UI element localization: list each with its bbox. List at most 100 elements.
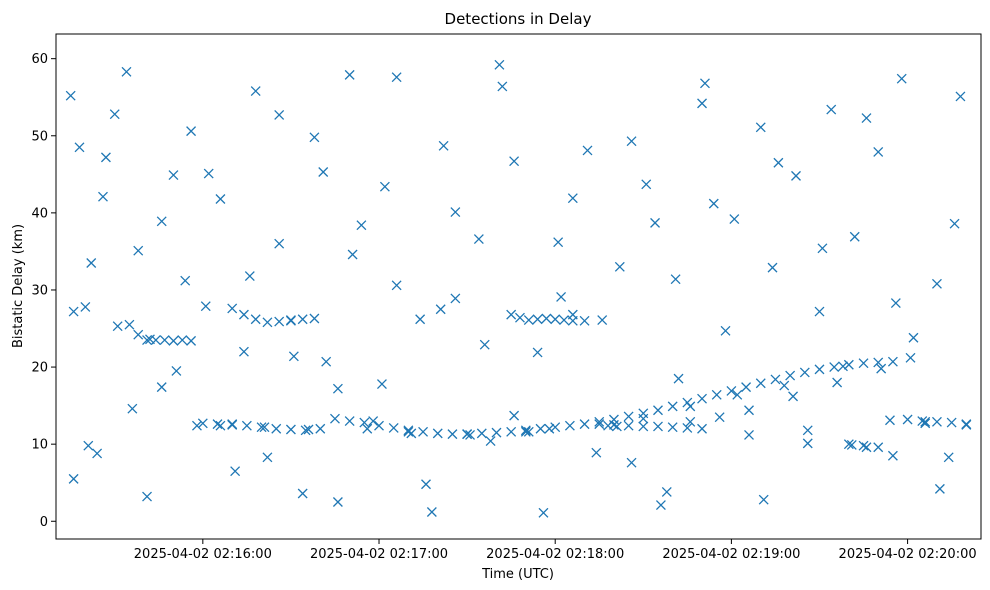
- scatter-point: [708, 198, 719, 209]
- scatter-point: [559, 315, 569, 325]
- scatter-point: [791, 170, 801, 181]
- scatter-point: [309, 313, 320, 324]
- x-tick-label: 2025-04-02 02:20:00: [839, 547, 977, 562]
- scatter-point: [238, 309, 249, 320]
- scatter-point: [532, 314, 543, 325]
- scatter-point: [479, 339, 490, 350]
- scatter-point: [817, 243, 828, 254]
- scatter-point: [843, 439, 854, 450]
- scatter-point: [432, 428, 443, 439]
- scatter-point: [168, 170, 179, 181]
- scatter-point: [112, 321, 123, 332]
- scatter-point: [670, 274, 681, 285]
- scatter-point: [920, 416, 931, 427]
- scatter-point: [168, 335, 179, 346]
- y-tick-label: 60: [31, 52, 48, 67]
- scatter-point: [238, 346, 249, 357]
- scatter-point: [755, 378, 766, 389]
- scatter-point: [744, 405, 754, 416]
- scatter-point: [523, 426, 534, 437]
- scatter-point: [68, 306, 79, 317]
- scatter-point: [259, 422, 270, 433]
- scatter-point: [133, 329, 144, 340]
- scatter-point: [332, 383, 343, 394]
- scatter-point: [711, 389, 722, 400]
- plot-frame: [55, 33, 982, 540]
- scatter-point: [156, 382, 167, 393]
- scatter-point: [858, 358, 869, 369]
- scatter-point: [347, 249, 358, 260]
- scatter-point: [697, 98, 707, 109]
- scatter-point: [520, 425, 531, 436]
- scatter-point: [180, 275, 191, 286]
- scatter-point: [732, 389, 743, 400]
- scatter-point: [415, 314, 426, 325]
- scatter-point: [142, 491, 152, 502]
- scatter-point: [611, 421, 622, 432]
- x-axis: 2025-04-02 02:16:00 2025-04-02 02:17:00 20…: [134, 539, 977, 562]
- scatter-point: [462, 429, 473, 440]
- scatter-point: [623, 411, 634, 422]
- scatter-point: [538, 507, 549, 518]
- scatter-point: [814, 306, 825, 317]
- scatter-point: [515, 312, 525, 323]
- scatter-point: [729, 214, 740, 224]
- scatter-point: [285, 315, 296, 326]
- scatter-point: [934, 483, 945, 494]
- scatter-point: [244, 271, 255, 282]
- scatter-point: [506, 426, 517, 437]
- scatter-point: [83, 440, 94, 451]
- scatter-point: [288, 351, 299, 362]
- scatter-point: [197, 418, 208, 429]
- scatter-point: [887, 356, 898, 367]
- scatter-point: [917, 416, 928, 426]
- scatter-point: [388, 423, 399, 433]
- scatter-point: [594, 419, 605, 430]
- scatter-point: [418, 426, 429, 437]
- scatter-point: [297, 488, 308, 499]
- scatter-point: [858, 440, 869, 451]
- scatter-point: [150, 335, 161, 346]
- scatter-point: [403, 425, 414, 436]
- scatter-point: [250, 86, 261, 97]
- scatter-point: [391, 72, 402, 83]
- scatter-point: [741, 382, 752, 393]
- scatter-point: [567, 193, 578, 204]
- scatter-point: [359, 417, 370, 428]
- scatter-point: [720, 325, 731, 336]
- scatter-point: [186, 335, 197, 346]
- scatter-point: [638, 408, 649, 419]
- scatter-point: [92, 448, 103, 459]
- scatter-point: [623, 420, 634, 431]
- scatter-point: [191, 420, 202, 431]
- scatter-point: [494, 59, 505, 70]
- scatter-point: [802, 425, 813, 436]
- scatter-point: [873, 147, 884, 157]
- scatter-point: [832, 377, 843, 388]
- scatter-point: [532, 347, 543, 358]
- scatter-point: [391, 280, 402, 291]
- scatter-point: [376, 379, 387, 389]
- scatter-point: [506, 309, 517, 320]
- scatter-point: [767, 262, 778, 273]
- scatter-point: [597, 315, 608, 325]
- scatter-point: [473, 234, 484, 245]
- scatter-point: [908, 332, 919, 343]
- scatter-point: [726, 386, 737, 396]
- scatter-point: [447, 429, 458, 440]
- scatter-point: [285, 424, 296, 435]
- scatter-point: [356, 220, 367, 231]
- y-tick-label: 40: [31, 206, 48, 221]
- scatter-point: [567, 315, 578, 326]
- scatter-point: [661, 487, 672, 497]
- y-tick-label: 30: [31, 283, 48, 298]
- scatter-point: [744, 429, 754, 440]
- scatter-point: [931, 416, 942, 427]
- scatter-point: [946, 417, 957, 428]
- scatter-point: [297, 314, 308, 325]
- scatter-point: [579, 419, 590, 430]
- scatter-point: [626, 136, 637, 147]
- scatter-point: [770, 374, 781, 385]
- scatter-point: [523, 315, 534, 325]
- scatter-point: [788, 391, 799, 402]
